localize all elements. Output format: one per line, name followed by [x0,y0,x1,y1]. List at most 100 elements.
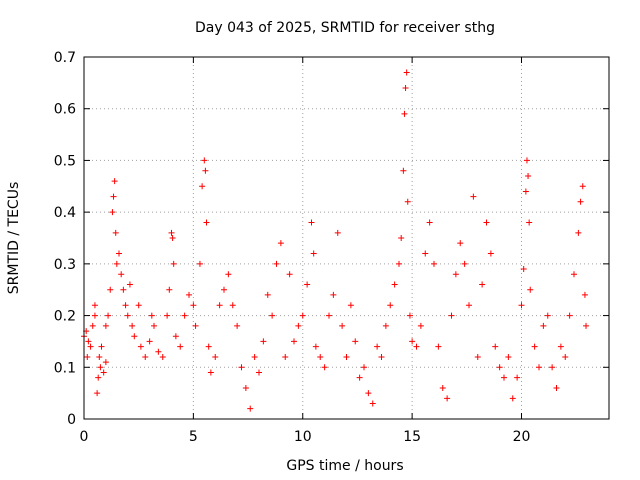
data-point [496,364,503,371]
data-point [352,338,359,345]
data-point [518,302,525,309]
data-point [260,338,267,345]
data-point [131,333,138,340]
data-point [403,69,410,76]
data-point [527,286,534,293]
data-point [286,271,293,278]
data-point [562,353,569,360]
data-point [406,312,413,319]
data-point [146,338,153,345]
x-tick-label: 20 [513,429,531,445]
data-point [501,374,507,381]
data-point [137,343,144,350]
data-point [264,291,271,298]
x-tick-label: 0 [80,429,89,445]
data-point [581,291,588,298]
data-point [321,364,328,371]
data-point [94,390,101,397]
data-point [435,343,442,350]
data-point [514,374,521,381]
data-point [417,322,424,329]
data-point [577,198,584,205]
y-tick-label: 0.5 [54,153,76,169]
x-tick-label: 15 [403,429,421,445]
data-point [523,157,530,164]
data-point [571,271,577,278]
data-point [505,353,512,360]
y-tick-label: 0.2 [54,309,76,325]
data-point [396,260,402,267]
data-point [339,322,346,329]
data-point [205,343,212,350]
data-point [120,286,127,293]
axis-ticks: 0 0.1 0.2 0.3 0.4 0.5 0.6 0.7 0 5 10 15 20 [54,50,609,445]
data-point [369,400,376,407]
data-point [229,302,236,309]
data-point [97,364,104,371]
data-point [404,198,411,205]
data-point [87,343,94,350]
data-point [203,219,210,226]
data-point [168,229,175,236]
data-point [391,281,398,288]
data-point [466,302,472,309]
data-point [242,384,249,391]
data-point [277,240,284,247]
data-point [457,240,464,247]
data-point [549,364,556,371]
data-point [124,312,131,319]
chart-title: Day 043 of 2025, SRMTID for receiver sth… [195,20,495,36]
y-tick-label: 0.4 [54,205,76,221]
data-point [402,85,409,92]
data-point [401,110,408,117]
data-point [190,302,197,309]
data-point [169,235,176,241]
data-point [448,312,455,319]
y-tick-label: 0 [67,412,76,428]
data-point [107,286,114,293]
data-point [256,369,262,376]
data-point [164,312,171,319]
data-point [95,374,102,381]
data-point [398,235,405,241]
data-point [122,302,129,309]
data-point [522,188,529,195]
data-point [439,384,446,391]
data-point [151,322,157,329]
data-point [238,364,245,371]
data-point [111,178,118,185]
data-point [526,219,533,226]
data-point [540,322,547,329]
data-point [317,353,324,360]
data-point [129,322,136,329]
y-tick-label: 0.6 [54,102,76,118]
data-point [98,343,105,350]
data-point [273,260,280,267]
data-point [365,390,372,397]
data-point [583,322,590,329]
data-point [186,291,192,298]
data-point [431,260,437,267]
data-point [531,343,538,350]
data-point [487,250,494,257]
data-point [579,183,586,190]
data-point [85,338,92,345]
data-point [118,271,125,278]
data-point [91,302,98,309]
data-point [299,312,306,319]
data-point [135,302,142,309]
data-point [112,229,119,236]
data-point [566,312,573,319]
data-point [192,322,199,329]
data-point [207,369,214,376]
data-point [422,250,429,257]
data-point [196,260,203,267]
data-point [334,229,341,236]
data-point [148,312,155,319]
data-point [520,266,527,273]
data-point [356,374,363,381]
data-point [155,348,162,355]
data-point [295,322,302,329]
data-point [575,229,582,236]
data-point [172,333,179,340]
